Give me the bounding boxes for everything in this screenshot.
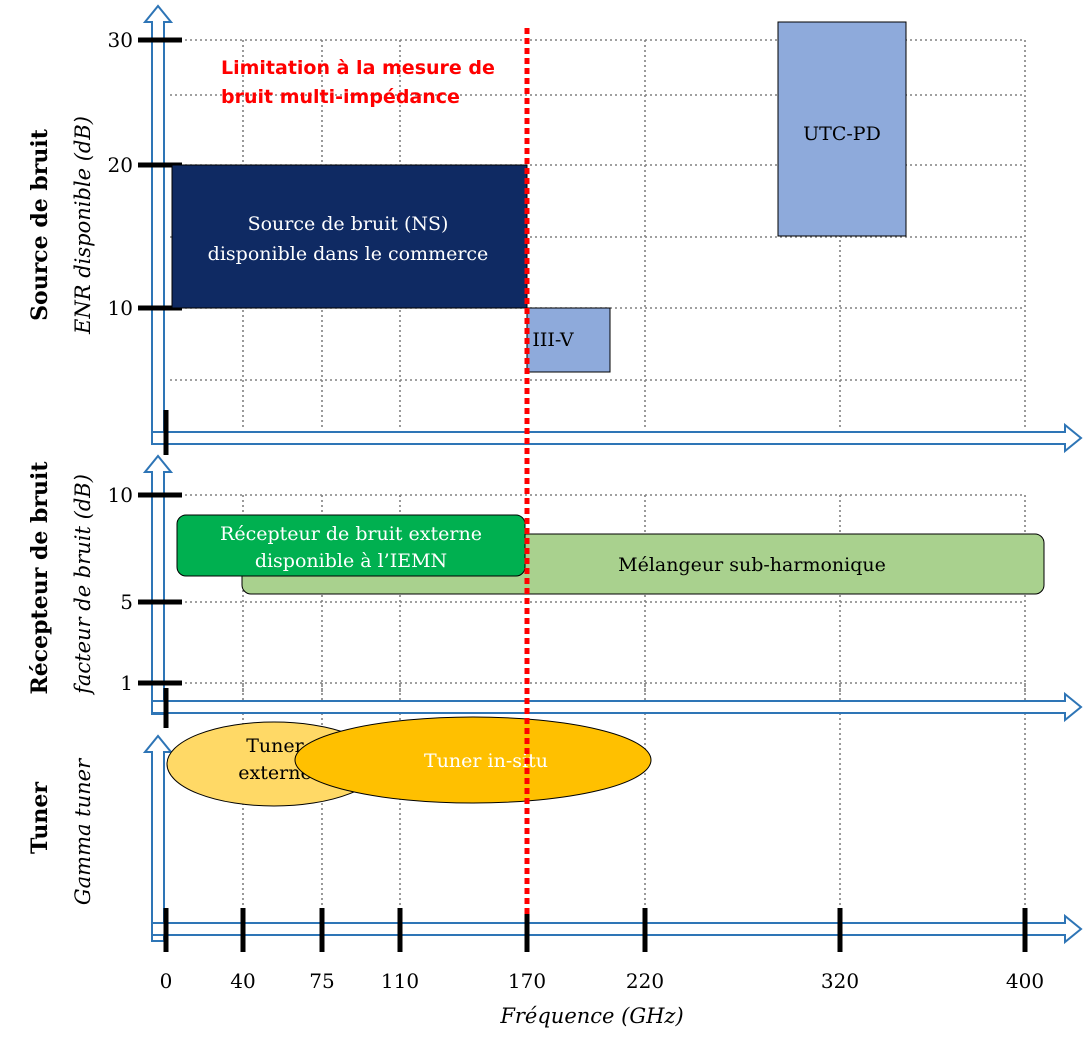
- source-x-axis-arrow: [151, 422, 1083, 454]
- x-tick-label: 40: [230, 969, 255, 993]
- panel-titles: Source de bruit ENR disponible (dB) Réce…: [27, 116, 95, 905]
- y-tick-label: 1: [120, 671, 133, 695]
- x-tick-labels: 0 40 75 110 170 220 320 400: [160, 969, 1044, 993]
- x-tick-label: 75: [309, 969, 334, 993]
- tuner-insitu-label: Tuner in-situ: [424, 750, 548, 772]
- mixer-label: Mélangeur sub-harmonique: [618, 554, 886, 576]
- y-tick-labels: 30 20 10 10 5 1: [108, 28, 133, 695]
- annotation-line2: bruit multi-impédance: [221, 86, 460, 108]
- x-tick-label: 400: [1006, 969, 1044, 993]
- utc-pd-label: UTC-PD: [803, 123, 881, 145]
- iii-v-box: III-V: [526, 307, 611, 373]
- source-y-axis-arrow: [142, 4, 174, 441]
- external-receiver-label-line1: Récepteur de bruit externe: [220, 523, 482, 545]
- axes: [142, 4, 1083, 945]
- tuner-x-axis-arrow: [151, 913, 1083, 945]
- tuner-axis-label: Gamma tuner: [71, 757, 95, 905]
- annotation-line1: Limitation à la mesure de: [221, 57, 495, 79]
- external-receiver-label-line2: disponible à l’IEMN: [255, 550, 447, 572]
- tuner-insitu-ellipse: Tuner in-situ: [294, 716, 652, 804]
- receiver-panel-title: Récepteur de bruit: [27, 461, 53, 695]
- x-tick-label: 220: [626, 969, 664, 993]
- y-tick-label: 20: [108, 153, 133, 177]
- limitation-annotation: Limitation à la mesure de bruit multi-im…: [221, 57, 495, 108]
- y-tick-label: 10: [108, 296, 133, 320]
- x-tick-label: 170: [508, 969, 546, 993]
- x-tick-label: 110: [381, 969, 419, 993]
- utc-pd-box: UTC-PD: [777, 21, 907, 237]
- y-tick-label: 30: [108, 28, 133, 52]
- receiver-axis-label: facteur de bruit (dB): [71, 474, 95, 696]
- x-tick-marks: [163, 908, 1028, 952]
- ns-box-label-line2: disponible dans le commerce: [208, 243, 489, 265]
- y-tick-label: 5: [120, 590, 133, 614]
- source-axis-label: ENR disponible (dB): [71, 116, 95, 335]
- tuner-external-label-line1: Tuner: [246, 735, 304, 757]
- y-tick-label: 10: [108, 483, 133, 507]
- x-tick-label: 0: [160, 969, 173, 993]
- x-axis-label: Fréquence (GHz): [499, 1004, 683, 1028]
- tuner-external-label-line2: externe: [238, 762, 311, 784]
- iii-v-label: III-V: [532, 329, 574, 351]
- external-receiver-box: Récepteur de bruit externe disponible à …: [176, 514, 526, 577]
- ns-box: Source de bruit (NS) disponible dans le …: [171, 164, 528, 309]
- x-tick-label: 320: [821, 969, 859, 993]
- ns-box-label-line1: Source de bruit (NS): [248, 213, 449, 235]
- receiver-y-axis-arrow: [142, 454, 174, 715]
- source-panel-title: Source de bruit: [27, 128, 53, 321]
- receiver-x-axis-arrow: [151, 691, 1083, 723]
- tuner-panel-title: Tuner: [27, 782, 53, 854]
